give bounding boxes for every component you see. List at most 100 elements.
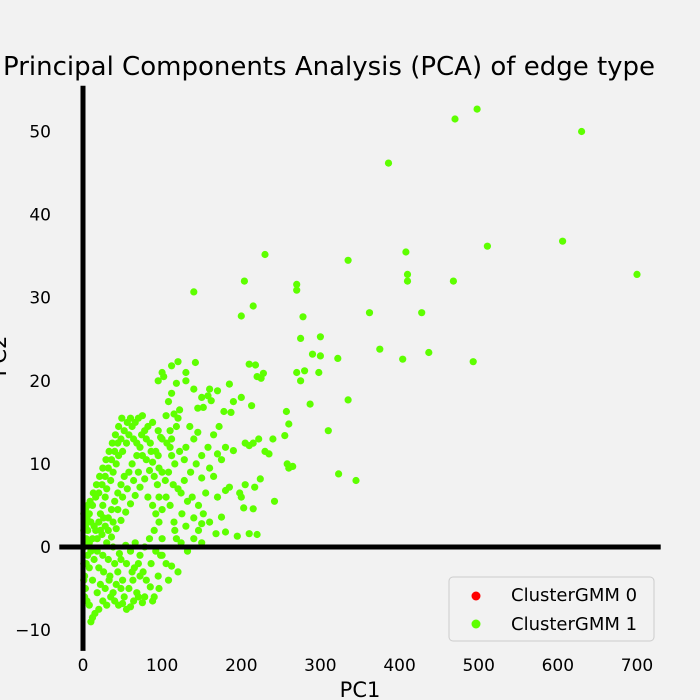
- data-point-cluster-1-41: [269, 435, 277, 443]
- axes-layer: [59, 85, 661, 651]
- x-tick-label: 600: [542, 656, 574, 676]
- data-point-cluster-1-316: [187, 468, 195, 476]
- data-point-cluster-1-302: [168, 452, 176, 460]
- data-point-cluster-1-33: [301, 367, 309, 375]
- data-point-cluster-1-182: [90, 555, 98, 564]
- data-point-cluster-1-62: [253, 530, 261, 539]
- data-point-cluster-1-136: [168, 562, 176, 570]
- data-point-cluster-1-114: [182, 443, 190, 451]
- data-point-cluster-1-288: [111, 447, 119, 455]
- y-tick-label: 30: [29, 289, 51, 309]
- data-point-cluster-1-257: [161, 476, 169, 485]
- data-point-cluster-1-295: [133, 439, 141, 447]
- data-point-cluster-1-38: [285, 420, 293, 428]
- data-point-cluster-1-211: [111, 497, 119, 505]
- data-point-cluster-1-296: [138, 431, 146, 439]
- data-point-cluster-1-210: [114, 489, 122, 497]
- data-point-cluster-1-106: [217, 513, 226, 521]
- x-axis-label: PC1: [340, 678, 381, 700]
- data-point-cluster-1-165: [101, 584, 109, 593]
- data-point-cluster-1-54: [256, 475, 264, 483]
- data-point-cluster-1-291: [120, 427, 128, 435]
- data-point-cluster-1-172: [129, 576, 137, 584]
- data-point-cluster-1-209: [117, 481, 125, 489]
- data-point-cluster-1-134: [172, 535, 180, 543]
- data-point-cluster-1-28: [308, 350, 317, 358]
- data-point-cluster-1-283: [95, 489, 103, 497]
- data-point-cluster-1-8: [261, 250, 269, 259]
- y-tick-label: 50: [29, 123, 51, 143]
- data-point-cluster-1-238: [136, 551, 144, 559]
- data-point-cluster-1-111: [178, 510, 186, 518]
- data-point-cluster-1-89: [172, 379, 180, 387]
- data-point-cluster-1-251: [139, 568, 147, 576]
- data-point-cluster-1-236: [145, 535, 154, 543]
- data-point-cluster-1-191: [103, 485, 111, 493]
- ticks-layer: 0 100 200 300 400 500 600 700 −10 0 10 20 30 40 50: [15, 123, 653, 677]
- data-point-cluster-1-169: [117, 584, 125, 593]
- data-point-cluster-1-91: [190, 385, 198, 393]
- data-point-cluster-1-79: [206, 385, 214, 393]
- data-point-cluster-1-311: [204, 443, 212, 451]
- data-point-cluster-1-162: [88, 576, 97, 584]
- data-point-cluster-1-23: [399, 355, 407, 363]
- data-point-cluster-1-24: [425, 348, 433, 357]
- legend-marker-cluster-1: [471, 619, 481, 629]
- data-point-cluster-1-249: [128, 568, 136, 576]
- data-point-cluster-1-286: [104, 464, 112, 472]
- data-point-cluster-1-14: [293, 286, 301, 294]
- data-point-cluster-1-103: [213, 493, 222, 501]
- data-point-cluster-1-350: [115, 422, 123, 431]
- data-point-cluster-1-330: [95, 605, 103, 613]
- data-point-cluster-1-223: [136, 483, 144, 491]
- data-point-cluster-1-164: [96, 580, 104, 589]
- data-point-cluster-1-300: [158, 435, 166, 443]
- data-point-cluster-1-180: [99, 551, 107, 559]
- data-point-cluster-1-319: [171, 526, 179, 535]
- data-point-cluster-1-231: [144, 493, 152, 501]
- chart-title: Principal Components Analysis (PCA) of e…: [3, 52, 655, 82]
- data-point-cluster-1-331: [85, 601, 93, 609]
- data-point-cluster-1-305: [169, 481, 177, 489]
- data-point-cluster-1-96: [229, 447, 237, 455]
- data-point-cluster-1-220: [122, 508, 130, 516]
- data-point-cluster-1-27: [334, 354, 342, 362]
- data-point-cluster-1-266: [119, 493, 127, 501]
- legend: ClusterGMM 0 ClusterGMM 1: [448, 576, 655, 642]
- data-point-cluster-1-1: [451, 115, 459, 123]
- data-point-cluster-1-315: [192, 460, 200, 468]
- data-point-cluster-1-193: [109, 468, 117, 476]
- data-point-cluster-1-265: [123, 485, 131, 493]
- data-point-cluster-1-133: [170, 518, 178, 526]
- data-point-cluster-1-7: [633, 270, 641, 278]
- data-point-cluster-1-51: [352, 476, 360, 485]
- data-point-cluster-1-224: [141, 475, 149, 483]
- data-point-cluster-1-5: [483, 242, 491, 250]
- data-point-cluster-1-78: [213, 387, 222, 395]
- data-point-cluster-1-3: [384, 159, 393, 167]
- data-point-cluster-1-194: [112, 460, 120, 468]
- data-point-cluster-1-122: [162, 412, 170, 420]
- data-point-cluster-1-16: [190, 288, 198, 296]
- data-point-cluster-1-304: [164, 468, 173, 476]
- data-point-cluster-1-317: [180, 456, 188, 464]
- data-point-cluster-1-36: [344, 396, 352, 404]
- data-point-cluster-1-107: [206, 518, 214, 526]
- data-point-cluster-1-253: [158, 551, 166, 559]
- data-point-cluster-1-12: [449, 277, 457, 285]
- data-point-cluster-1-235: [150, 526, 158, 535]
- data-point-cluster-1-35: [306, 400, 314, 408]
- data-point-cluster-1-113: [180, 476, 188, 485]
- data-point-cluster-1-84: [174, 358, 182, 366]
- data-point-cluster-1-307: [183, 497, 192, 505]
- data-point-cluster-1-308: [188, 493, 196, 501]
- data-point-cluster-1-250: [134, 560, 142, 568]
- data-point-cluster-1-21: [418, 309, 426, 317]
- data-point-cluster-1-74: [229, 398, 237, 406]
- data-point-cluster-1-298: [149, 418, 157, 426]
- data-point-cluster-1-205: [133, 452, 141, 460]
- data-point-cluster-1-135: [162, 560, 170, 568]
- data-point-cluster-1-132: [166, 501, 174, 509]
- data-point-cluster-1-323: [194, 526, 203, 535]
